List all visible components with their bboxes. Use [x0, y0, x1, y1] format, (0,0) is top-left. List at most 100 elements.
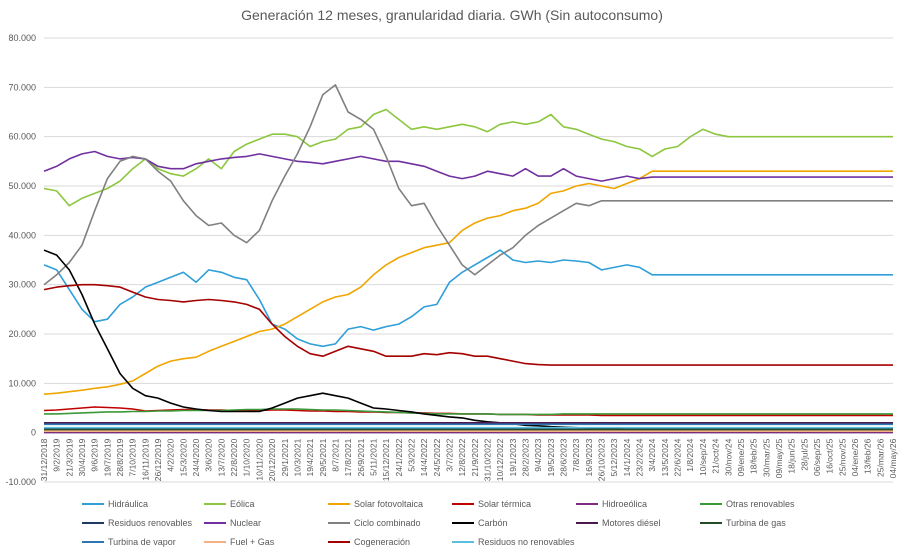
series-line: [43, 84, 893, 286]
legend-label: Ciclo combinado: [354, 518, 421, 528]
x-tick-label: 31/12/2018: [39, 438, 49, 481]
x-tick-label: 25/mar/26: [875, 438, 885, 477]
x-tick-label: 14/4/2022: [419, 438, 429, 476]
y-tick-label: 0: [31, 428, 36, 438]
x-tick-label: 12/8/2022: [457, 438, 467, 476]
legend-label: Fuel + Gas: [230, 537, 275, 547]
y-tick-label: -10.000: [5, 477, 36, 487]
x-tick-label: 10/sep/24: [698, 438, 708, 476]
x-tick-label: 25/nov/25: [837, 438, 847, 476]
y-tick-label: 70.000: [8, 82, 36, 92]
x-tick-label: 19/1/2023: [508, 438, 518, 476]
x-tick-label: 18/feb/25: [749, 438, 759, 474]
legend-label: Eólica: [230, 499, 255, 509]
x-tick-label: 3/6/2020: [204, 438, 214, 471]
legend-label: Otras renovables: [726, 499, 795, 509]
x-tick-label: 18/jun/25: [787, 438, 797, 473]
x-tick-label: 13/feb/26: [863, 438, 873, 474]
legend-label: Nuclear: [230, 518, 261, 528]
x-tick-label: 5/3/2022: [406, 438, 416, 471]
x-tick-label: 17/8/2021: [343, 438, 353, 476]
x-tick-label: 24/1/2022: [394, 438, 404, 476]
legend-label: Turbina de vapor: [108, 537, 176, 547]
x-tick-label: 26/12/2019: [153, 438, 163, 481]
x-tick-label: 1/10/2020: [242, 438, 252, 476]
x-tick-label: 13/7/2020: [216, 438, 226, 476]
legend-label: Solar fotovoltaica: [354, 499, 423, 509]
x-tick-label: 31/10/2022: [483, 438, 493, 481]
x-axis-ticks: 31/12/2018 9/2/2019 21/3/2019 30/4/2019 9/6/…: [39, 438, 898, 481]
x-tick-label: 23/2/2024: [635, 438, 645, 476]
x-tick-label: 9/4/2023: [533, 438, 543, 471]
x-tick-label: 16/oct/25: [825, 438, 835, 473]
x-tick-label: 19/4/2021: [305, 438, 315, 476]
x-tick-label: 3/7/2022: [444, 438, 454, 471]
x-tick-label: 13/5/2024: [660, 438, 670, 476]
x-tick-label: 29/1/2021: [280, 438, 290, 476]
series-line: [43, 108, 893, 207]
legend-label: Hidráulica: [108, 499, 148, 509]
series-line: [43, 170, 893, 395]
x-tick-label: 20/12/2020: [267, 438, 277, 481]
legend-label: Residuos no renovables: [478, 537, 575, 547]
x-tick-label: 9/6/2019: [90, 438, 100, 471]
y-tick-label: 50.000: [8, 181, 36, 191]
legend-label: Turbina de gas: [726, 518, 786, 528]
x-tick-label: 28/6/2023: [559, 438, 569, 476]
x-tick-label: 10/12/2022: [495, 438, 505, 481]
x-tick-label: 26/9/2021: [356, 438, 366, 476]
legend: Hidráulica Eólica Solar fotovoltaica Solar …: [82, 499, 795, 547]
x-tick-label: 3/4/2024: [647, 438, 657, 471]
x-tick-label: 7/10/2019: [128, 438, 138, 476]
legend-label: Carbón: [478, 518, 508, 528]
legend-label: Hidroeólica: [602, 499, 647, 509]
x-tick-label: 21/3/2019: [64, 438, 74, 476]
x-tick-label: 09/may/25: [774, 438, 784, 478]
x-tick-label: 15/3/2020: [178, 438, 188, 476]
x-tick-label: 06/sep/25: [812, 438, 822, 476]
y-tick-label: 20.000: [8, 329, 36, 339]
x-tick-label: 19/5/2023: [546, 438, 556, 476]
chart-title: Generación 12 meses, granularidad diaria…: [241, 7, 663, 23]
x-tick-label: 8/7/2021: [330, 438, 340, 471]
x-tick-label: 16/11/2019: [140, 438, 150, 480]
y-tick-label: 30.000: [8, 280, 36, 290]
series-line: [44, 408, 893, 416]
series-line: [43, 249, 893, 348]
legend-label: Motores diésel: [602, 518, 661, 528]
x-tick-label: 30/mar/25: [761, 438, 771, 477]
y-axis-ticks: -10.000 0 10.000 20.000 30.000 40.000 50.000 60…: [5, 33, 36, 487]
x-tick-label: 7/8/2023: [571, 438, 581, 471]
y-tick-label: 10.000: [8, 378, 36, 388]
legend-label: Solar térmica: [478, 499, 531, 509]
x-tick-label: 1/8/2024: [685, 438, 695, 471]
y-tick-label: 40.000: [8, 230, 36, 240]
x-tick-label: 5/11/2021: [368, 438, 378, 475]
x-tick-label: 15/12/2021: [381, 438, 391, 481]
x-tick-label: 22/6/2024: [673, 438, 683, 476]
y-tick-label: 80.000: [8, 33, 36, 43]
x-tick-label: 26/10/2023: [597, 438, 607, 481]
x-tick-label: 14/1/2024: [622, 438, 632, 476]
x-tick-label: 21/oct/24: [711, 438, 721, 473]
x-tick-label: 28/8/2019: [115, 438, 125, 476]
y-tick-label: 60.000: [8, 132, 36, 142]
x-tick-label: 4/2/2020: [166, 438, 176, 471]
legend-label: Residuos renovables: [108, 518, 193, 528]
x-tick-label: 24/5/2022: [432, 438, 442, 476]
series-lines: [43, 84, 893, 434]
x-tick-label: 10/11/2020: [254, 438, 264, 480]
x-tick-label: 04/may/26: [888, 438, 898, 478]
x-tick-label: 30/4/2019: [77, 438, 87, 476]
x-tick-label: 28/jul/25: [799, 438, 809, 470]
series-line: [43, 150, 893, 182]
x-tick-label: 9/2/2019: [52, 438, 62, 471]
x-tick-label: 29/5/2021: [318, 438, 328, 476]
x-tick-label: 04/ene/26: [850, 438, 860, 476]
x-tick-label: 16/9/2023: [584, 438, 594, 476]
x-tick-label: 21/9/2022: [470, 438, 480, 476]
x-tick-label: 5/12/2023: [609, 438, 619, 476]
series-line: [43, 283, 893, 366]
legend-label: Cogeneración: [354, 537, 410, 547]
x-tick-label: 10/3/2021: [292, 438, 302, 476]
